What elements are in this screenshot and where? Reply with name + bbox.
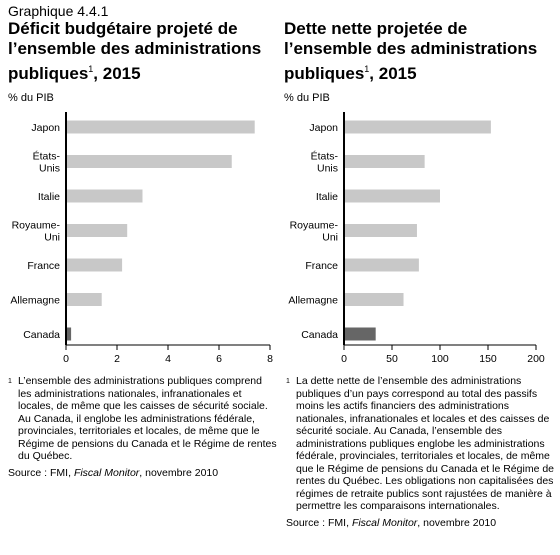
category-label-line: Unis — [317, 163, 338, 175]
category-label: Italie — [38, 191, 60, 203]
chart-title-deficit: Déficit budgétaire projeté de l’ensemble… — [8, 19, 280, 84]
category-label-line: Royaume- — [12, 220, 61, 232]
category-label-line: Uni — [322, 232, 338, 244]
source-line: Source : FMI, Fiscal Monitor, novembre 2… — [8, 467, 278, 480]
category-label: France — [305, 260, 338, 272]
category-label: Japon — [309, 122, 338, 134]
footnote-debt: 1 La dette nette de l’ensemble des admini… — [286, 375, 554, 529]
category-label: États-Unis — [311, 150, 339, 175]
title-line: Déficit budgétaire projeté de — [8, 19, 238, 38]
bar-france — [66, 258, 123, 272]
footnote-mark: 1 — [8, 378, 12, 385]
title-line: publiques — [284, 64, 365, 83]
category-label: Canada — [23, 329, 60, 341]
category-label-line: Canada — [23, 329, 60, 341]
x-tick-label: 100 — [431, 353, 449, 365]
category-label: Japon — [31, 122, 60, 134]
x-tick-label: 0 — [341, 353, 347, 365]
footnote-mark: 1 — [88, 64, 94, 74]
title-line: , 2015 — [93, 64, 141, 83]
source-date: , novembre 2010 — [139, 466, 219, 479]
source-publication: Fiscal Monitor — [73, 466, 140, 479]
bar-france — [344, 258, 419, 272]
panel-deficit: Déficit budgétaire projeté de l’ensemble… — [8, 19, 280, 104]
category-label: Royaume-Uni — [290, 220, 339, 244]
debt-bar-chart: Japon États-Unis Italie Royaume-Uni France Al… — [288, 112, 545, 365]
x-tick-label: 200 — [527, 353, 545, 365]
title-line: Dette nette projetée de — [284, 19, 468, 38]
bar-canada — [344, 327, 376, 341]
category-label: Allemagne — [10, 295, 60, 307]
category-label-line: Uni — [44, 232, 60, 244]
category-label-line: Canada — [301, 329, 338, 341]
unit-label: % du PIB — [8, 92, 54, 104]
footnote-text: L’ensemble des administrations publiques… — [18, 375, 277, 462]
title-line: publiques — [8, 64, 89, 83]
footnote-text: La dette nette de l’ensemble des adminis… — [296, 375, 555, 512]
bar-italie — [344, 189, 440, 203]
bar-canada — [66, 327, 72, 341]
category-label-line: France — [305, 260, 338, 272]
footnote-mark: 1 — [364, 64, 370, 74]
x-tick-label: 2 — [114, 353, 120, 365]
category-label-line: Allemagne — [10, 295, 60, 307]
category-label: Canada — [301, 329, 338, 341]
x-tick-label: 150 — [479, 353, 497, 365]
unit-label: % du PIB — [284, 92, 330, 104]
category-label-line: États- — [311, 150, 339, 163]
category-label-line: Unis — [39, 163, 60, 175]
category-label-line: Japon — [31, 122, 60, 134]
bar-japon — [344, 120, 491, 134]
x-tick-label: 50 — [386, 353, 398, 365]
x-tick-label: 4 — [165, 353, 171, 365]
category-label-line: États- — [33, 150, 61, 163]
bar-tatsunis — [66, 155, 232, 168]
x-tick-label: 8 — [267, 353, 273, 365]
category-label: Royaume-Uni — [12, 220, 61, 244]
category-label-line: Japon — [309, 122, 338, 134]
figure-number: Graphique 4.4.1 — [8, 3, 109, 19]
category-label-line: Royaume- — [290, 220, 339, 232]
bar-royaumeuni — [344, 224, 417, 237]
panel-debt: Dette nette projetée de l’ensemble des a… — [284, 19, 554, 104]
source-prefix: Source : FMI, — [286, 516, 352, 529]
footnote-mark: 1 — [286, 378, 290, 385]
title-line: , 2015 — [369, 64, 417, 83]
chart-title-debt: Dette nette projetée de l’ensemble des a… — [284, 19, 554, 84]
title-line: l’ensemble des administrations — [284, 39, 538, 58]
bar-allemagne — [344, 293, 404, 306]
category-label: États-Unis — [33, 150, 61, 175]
category-label: Italie — [316, 191, 338, 203]
x-tick-label: 0 — [63, 353, 69, 365]
category-label-line: France — [27, 260, 60, 272]
category-label: Allemagne — [288, 295, 338, 307]
bar-royaumeuni — [66, 224, 128, 237]
source-prefix: Source : FMI, — [8, 466, 74, 479]
deficit-bar-chart: Japon États-Unis Italie Royaume-Uni France Al… — [10, 112, 273, 365]
source-date: , novembre 2010 — [417, 516, 497, 529]
category-label-line: Italie — [38, 191, 60, 203]
source-publication: Fiscal Monitor — [351, 516, 418, 529]
category-label: France — [27, 260, 60, 272]
category-label-line: Italie — [316, 191, 338, 203]
title-line: l’ensemble des administrations — [8, 39, 262, 58]
bar-japon — [66, 120, 255, 134]
footnote-deficit: 1 L’ensemble des administrations publique… — [8, 375, 278, 479]
source-line: Source : FMI, Fiscal Monitor, novembre 2… — [286, 517, 554, 530]
bar-allemagne — [66, 293, 102, 306]
category-label-line: Allemagne — [288, 295, 338, 307]
x-tick-label: 6 — [216, 353, 222, 365]
bar-italie — [66, 189, 143, 203]
bar-tatsunis — [344, 155, 425, 168]
